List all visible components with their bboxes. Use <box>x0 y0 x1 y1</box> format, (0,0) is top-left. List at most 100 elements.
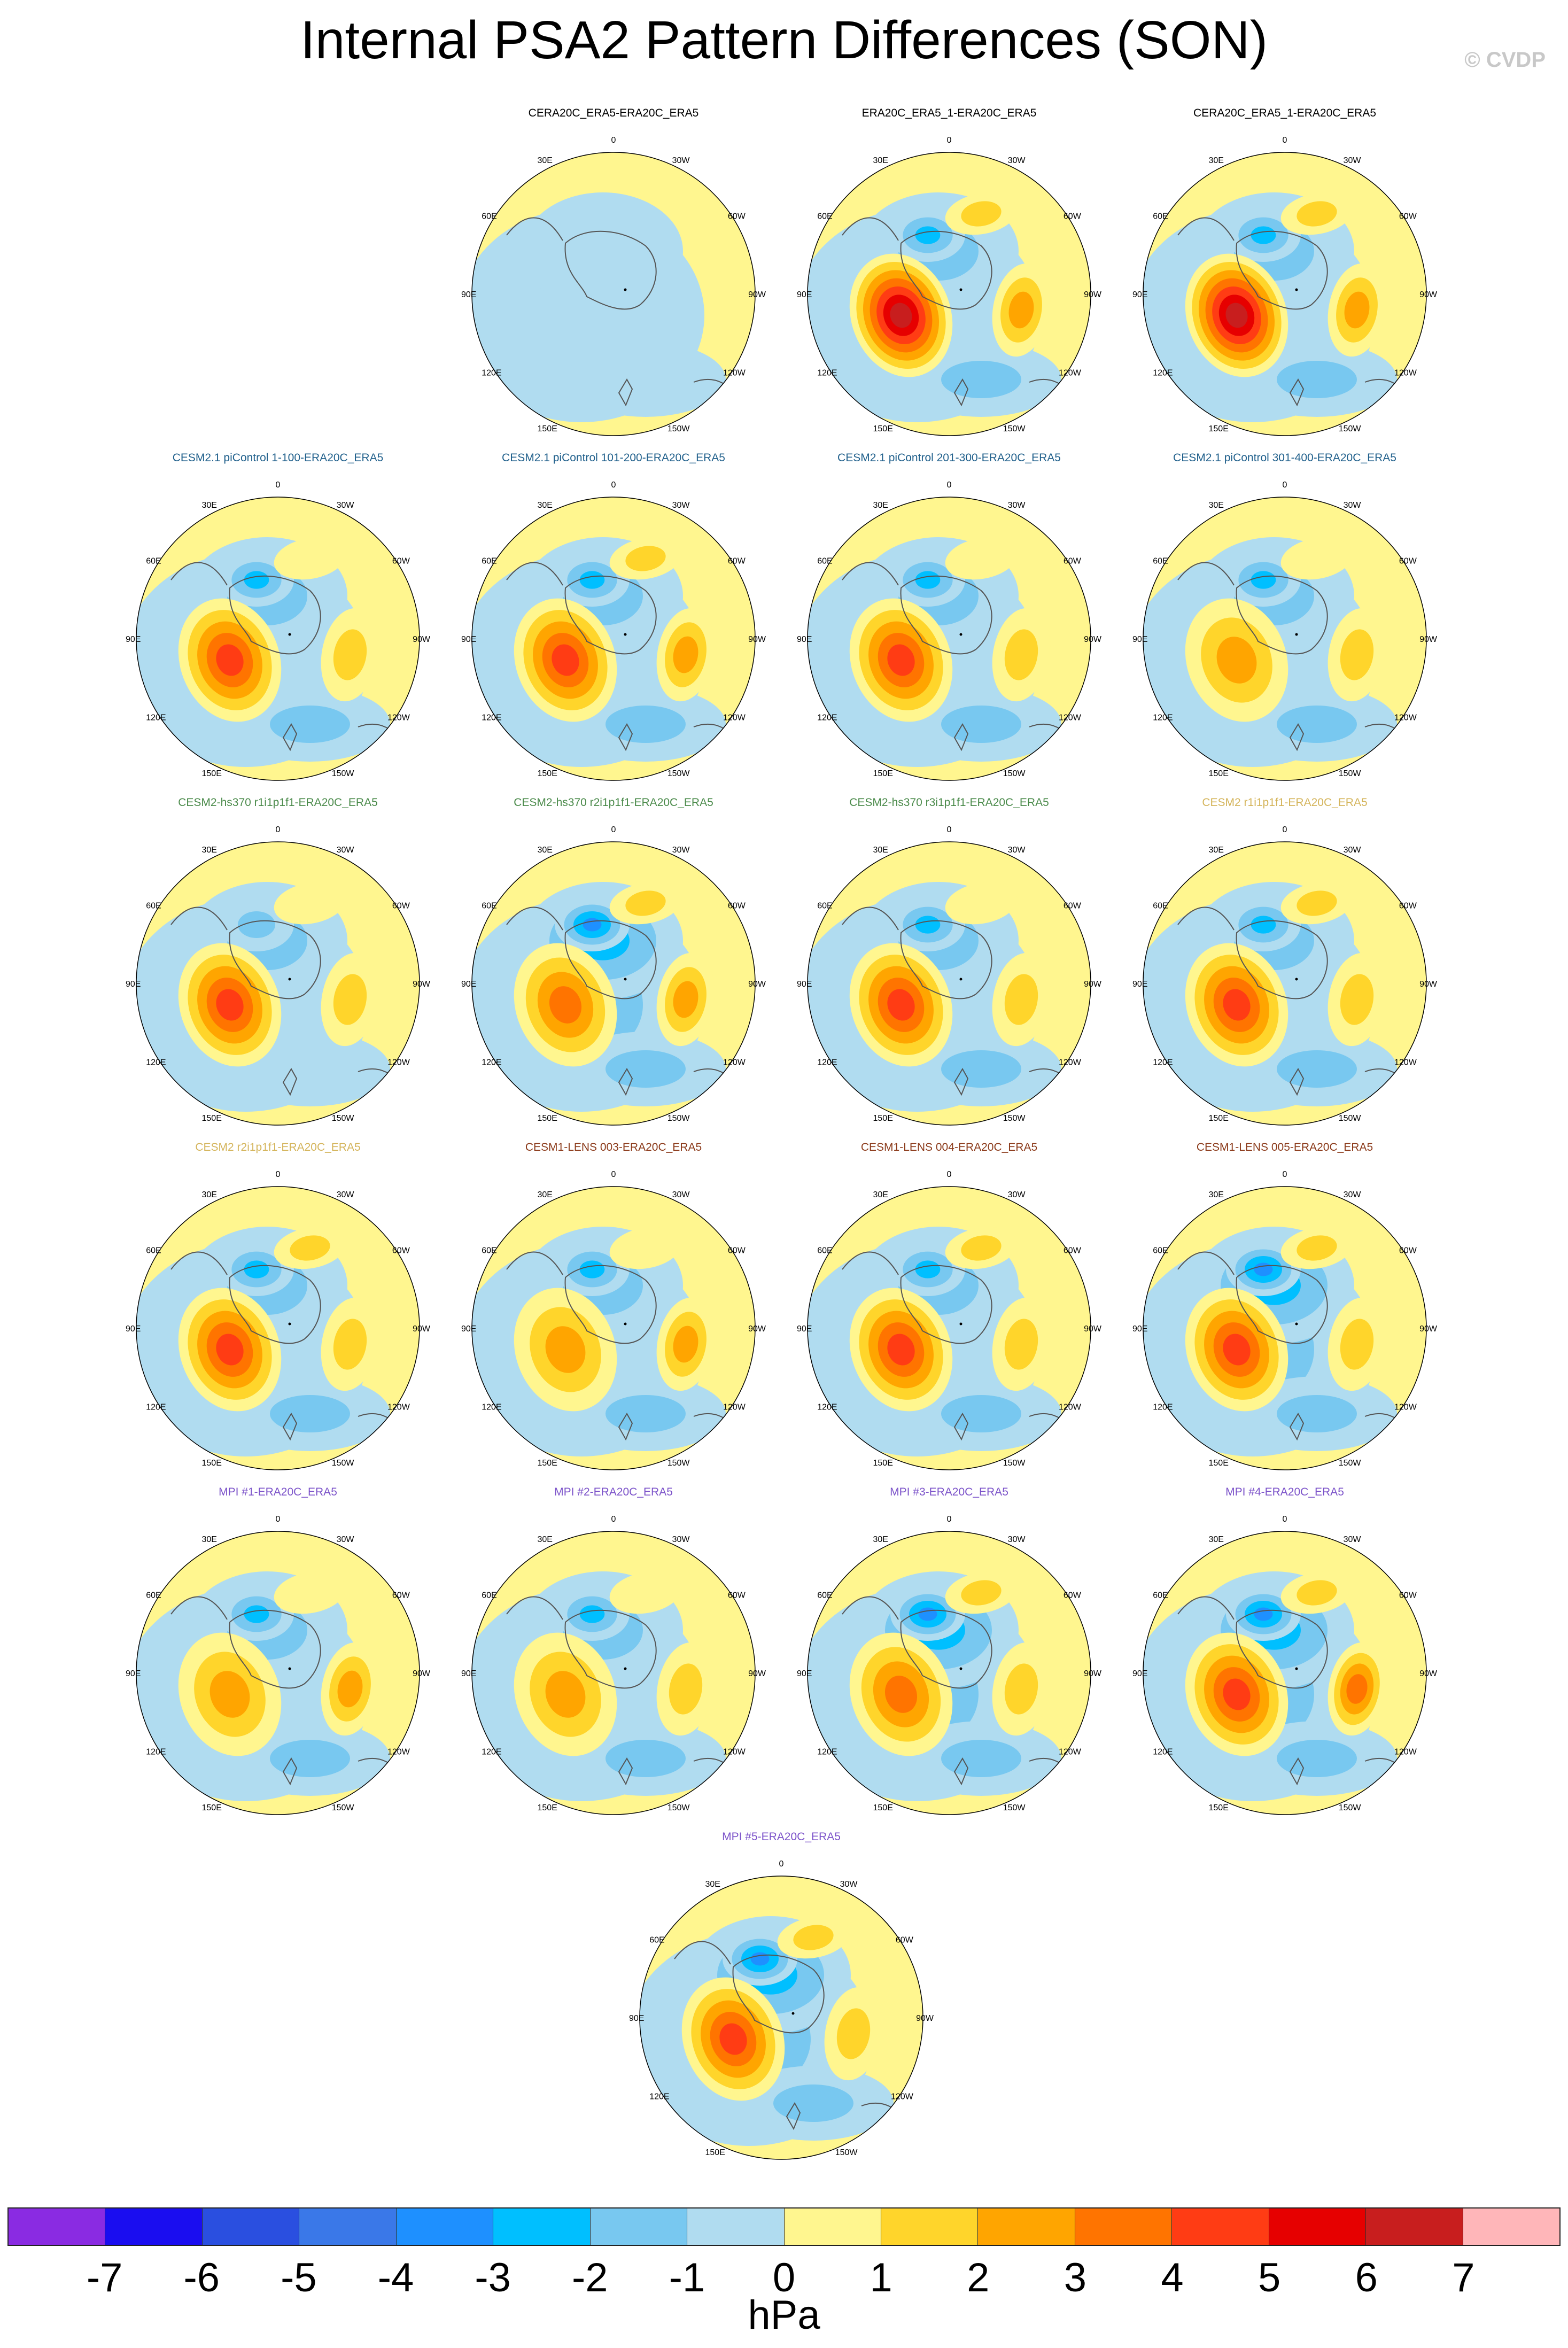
polar-stereographic-map: 030E30W60E60W90E90W120E120W150E150W180 <box>1132 825 1438 1126</box>
longitude-label: 120E <box>482 369 501 378</box>
longitude-label: 30W <box>337 846 355 855</box>
longitude-label: 120E <box>817 714 837 723</box>
longitude-label: 0 <box>611 136 616 145</box>
south-pole-marker <box>288 633 291 636</box>
colorbar-tick-label: 3 <box>1064 2255 1087 2300</box>
map-panel: CERA20C_ERA5_1-ERA20C_ERA5 0 30E 30W 60E 60W 9… <box>1127 107 1442 438</box>
longitude-label: 90W <box>1419 1669 1438 1678</box>
longitude-label: 60E <box>817 902 832 911</box>
map-boundary <box>136 1186 420 1470</box>
colorbar-units: hPa <box>748 2292 820 2338</box>
longitude-label: 120E <box>649 2093 669 2102</box>
longitude-label: 30E <box>538 501 553 510</box>
map-boundary <box>1143 497 1427 781</box>
map-panel: CESM2 r2i1p1f1-ERA20C_ERA5 0 30E 30W 60E 60W 9… <box>120 1141 436 1473</box>
longitude-label: 90W <box>748 1324 766 1334</box>
longitude-label: 90W <box>1419 1324 1438 1334</box>
longitude-label: 30E <box>873 846 888 855</box>
map-boundary <box>1143 1186 1427 1470</box>
longitude-label: 60W <box>1399 212 1417 221</box>
colorbar-tick-label: 5 <box>1257 2255 1281 2300</box>
colorbar-bin <box>978 2208 1075 2245</box>
map-boundary <box>807 1531 1091 1815</box>
longitude-label: 30E <box>202 846 217 855</box>
longitude-label: 120W <box>387 1748 410 1757</box>
longitude-label: 0 <box>611 825 616 834</box>
longitude-label: 150E <box>873 1114 893 1123</box>
colorbar-bin <box>590 2208 688 2245</box>
south-pole-marker <box>959 978 962 981</box>
longitude-label: 90W <box>748 980 766 989</box>
longitude-label: 90E <box>1132 980 1147 989</box>
longitude-label: 30E <box>538 1190 553 1199</box>
longitude-label: 120E <box>1153 369 1173 378</box>
longitude-label: 60W <box>728 902 746 911</box>
colorbar-bin <box>687 2208 785 2245</box>
longitude-label: 60E <box>482 1591 496 1600</box>
longitude-label: 90W <box>748 290 766 299</box>
longitude-label: 150E <box>1209 1114 1229 1123</box>
panel-title: MPI #1-ERA20C_ERA5 <box>219 1486 337 1498</box>
panel-title: CERA20C_ERA5_1-ERA20C_ERA5 <box>1193 107 1376 119</box>
polar-stereographic-map: 030E30W60E60W90E90W120E120W150E150W180 <box>1132 136 1438 436</box>
longitude-label: 150W <box>667 1459 690 1468</box>
longitude-label: 0 <box>611 481 616 490</box>
panel-title: CESM2 r1i1p1f1-ERA20C_ERA5 <box>1202 796 1368 809</box>
longitude-label: 60W <box>728 1246 746 1256</box>
longitude-label: 30W <box>1008 1535 1026 1544</box>
figure-title: Internal PSA2 Pattern Differences (SON) <box>300 10 1268 70</box>
map-panel: CESM2-hs370 r3i1p1f1-ERA20C_ERA5 0 30E 30W 6… <box>791 796 1107 1128</box>
longitude-label: 60W <box>1064 1246 1082 1256</box>
longitude-label: 120E <box>1153 1748 1173 1757</box>
longitude-label: 60W <box>728 1591 746 1600</box>
longitude-label: 30W <box>672 1535 690 1544</box>
longitude-label: 60W <box>1064 557 1082 566</box>
map-boundary <box>471 1186 756 1470</box>
map-boundary <box>471 497 756 781</box>
longitude-label: 30W <box>1008 846 1026 855</box>
panel-title: CESM1-LENS 003-ERA20C_ERA5 <box>525 1141 702 1153</box>
longitude-label: 0 <box>1283 136 1287 145</box>
longitude-label: 90E <box>797 635 812 644</box>
longitude-label: 150E <box>1209 1803 1229 1812</box>
colorbar-bin <box>881 2208 979 2245</box>
longitude-label: 60W <box>1399 1591 1417 1600</box>
longitude-label: 150W <box>1003 769 1026 778</box>
longitude-label: 30W <box>840 1880 858 1889</box>
map-panel: CESM1-LENS 003-ERA20C_ERA5 0 30E 30W 60E 60W 9… <box>456 1141 771 1473</box>
longitude-label: 120E <box>817 1403 837 1412</box>
longitude-label: 120W <box>1394 1748 1417 1757</box>
longitude-label: 30E <box>538 1535 553 1544</box>
colorbar-tick-label: 2 <box>967 2255 990 2300</box>
panel-title: MPI #3-ERA20C_ERA5 <box>890 1486 1008 1498</box>
longitude-label: 90E <box>797 1669 812 1678</box>
longitude-label: 120E <box>482 714 501 723</box>
south-pole-marker <box>1295 288 1298 291</box>
longitude-label: 0 <box>947 1170 952 1179</box>
colorbar-bin <box>784 2208 881 2245</box>
map-panel: CESM1-LENS 004-ERA20C_ERA5 0 30E 30W 60E 60W 9… <box>791 1141 1107 1473</box>
longitude-label: 150E <box>873 1459 893 1468</box>
panel-title: MPI #4-ERA20C_ERA5 <box>1225 1486 1344 1498</box>
longitude-label: 120W <box>1059 1403 1082 1412</box>
longitude-label: 60W <box>392 1246 410 1256</box>
colorbar-tick-label: -6 <box>183 2255 220 2300</box>
polar-stereographic-map: 030E30W60E60W90E90W120E120W150E150W180 <box>126 825 431 1126</box>
polar-stereographic-map: 030E30W60E60W90E90W120E120W150E150W180 <box>797 136 1102 436</box>
longitude-label: 150W <box>1339 424 1362 433</box>
longitude-label: 30E <box>202 501 217 510</box>
panel-title: ERA20C_ERA5_1-ERA20C_ERA5 <box>861 107 1037 119</box>
longitude-label: 150E <box>538 769 557 778</box>
longitude-label: 90E <box>1132 635 1147 644</box>
longitude-label: 150E <box>202 1459 222 1468</box>
longitude-label: 150E <box>705 2148 725 2157</box>
longitude-label: 120W <box>387 1403 410 1412</box>
longitude-label: 150W <box>1003 424 1026 433</box>
colorbar-tick-label: -1 <box>669 2255 705 2300</box>
longitude-label: 150E <box>873 769 893 778</box>
map-boundary <box>807 1186 1091 1470</box>
longitude-label: 60E <box>649 1936 664 1945</box>
longitude-label: 120E <box>482 1748 501 1757</box>
longitude-label: 90W <box>1084 1324 1102 1334</box>
map-panel: CESM2 r1i1p1f1-ERA20C_ERA5 0 30E 30W 60E 60W 9… <box>1127 796 1442 1128</box>
